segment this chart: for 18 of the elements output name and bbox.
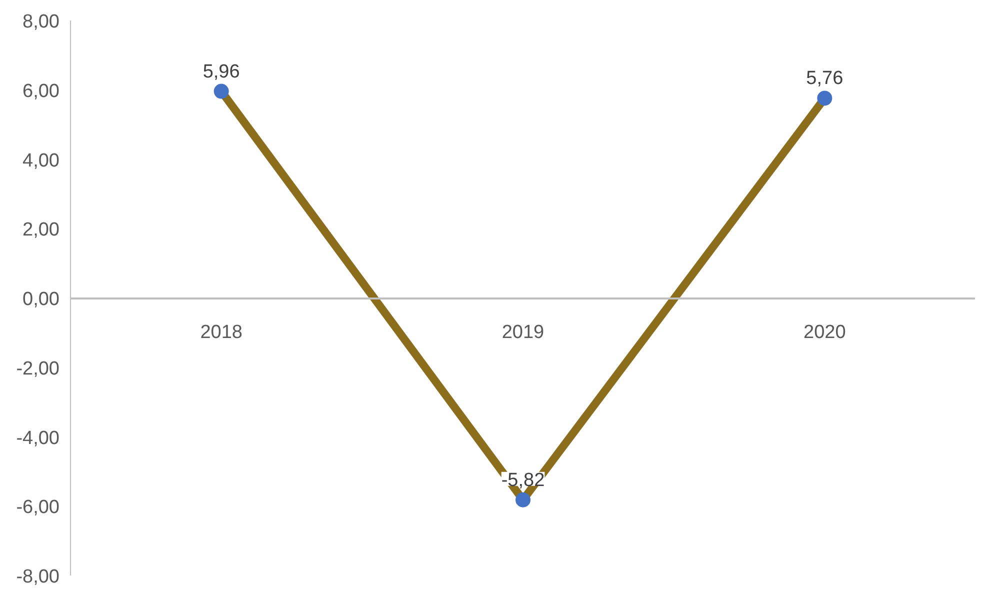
x-tick-label: 2019 <box>502 322 544 343</box>
data-label: -5,82 <box>501 470 545 491</box>
data-label: 5,76 <box>806 68 844 90</box>
x-tick-label: 2020 <box>804 322 846 343</box>
point <box>214 84 229 99</box>
y-tick-label: -6,00 <box>16 497 60 518</box>
point <box>817 90 832 106</box>
point <box>516 492 530 508</box>
y-tick-label: 0,00 <box>22 289 60 310</box>
x-tick-label: 2018 <box>200 322 242 343</box>
y-tick-label: 6,00 <box>22 80 60 102</box>
y-tick-label: 4,00 <box>22 150 60 172</box>
y-tick-label: -8,00 <box>16 566 60 588</box>
data-label: 5,96 <box>202 61 240 82</box>
y-tick-label: -2,00 <box>16 358 60 380</box>
y-tick-label: 8,00 <box>22 12 60 32</box>
y-tick-label: -4,00 <box>16 428 60 449</box>
y-tick-label: 2,00 <box>22 220 60 241</box>
